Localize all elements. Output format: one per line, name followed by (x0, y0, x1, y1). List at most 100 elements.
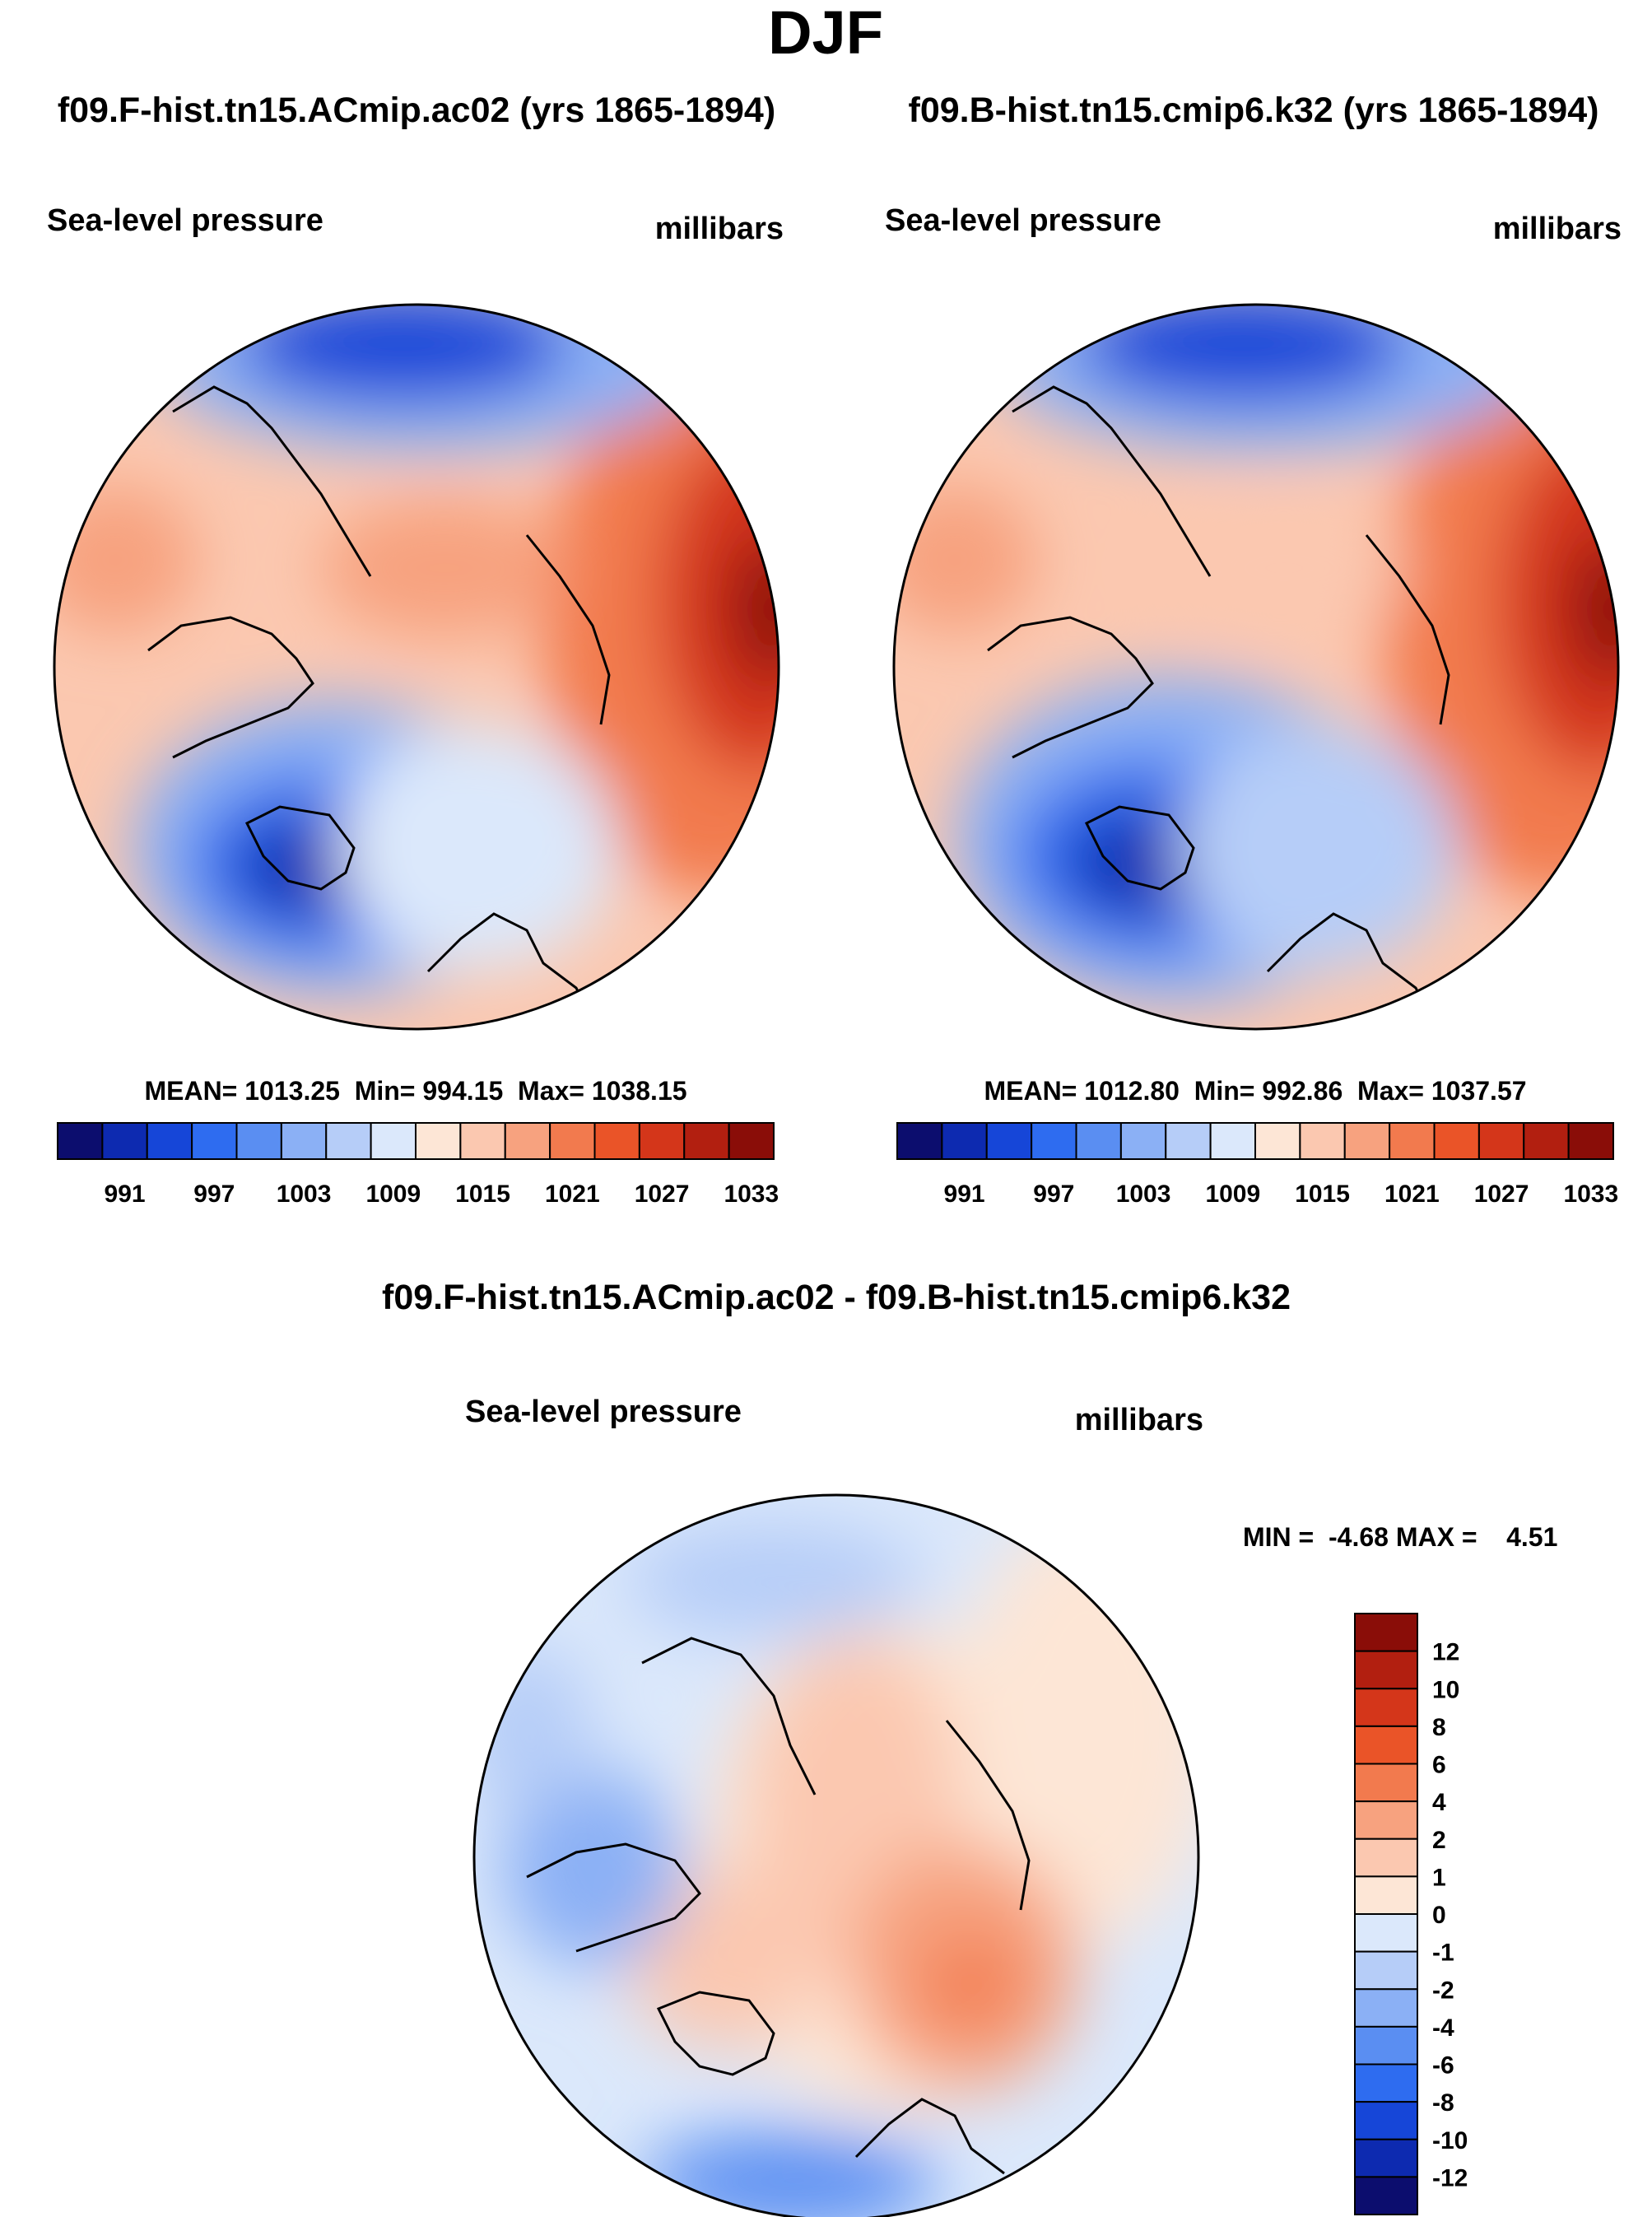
diff-colorbar-swatch (1354, 1688, 1418, 1727)
diff-colorbar-tick-label: -1 (1432, 1940, 1454, 1967)
left-colorbar-swatch (728, 1122, 775, 1160)
diff-colorbar-tick-label: 0 (1432, 1902, 1446, 1929)
right-colorbar-swatch (1343, 1122, 1391, 1160)
left-colorbar-tick-label: 1015 (455, 1181, 510, 1208)
diff-units-label: millibars (1075, 1403, 1203, 1437)
right-colorbar-tick-label: 1027 (1474, 1181, 1529, 1208)
right-coastlines (987, 385, 1450, 1022)
right-colorbar-swatch (1119, 1122, 1167, 1160)
left-colorbar-swatch (57, 1122, 104, 1160)
diff-colorbar-tick-label: -12 (1432, 2164, 1468, 2191)
left-coastlines (147, 385, 611, 1022)
left-colorbar-tick-label: 1003 (277, 1181, 332, 1208)
diff-colorbar-swatch (1354, 1837, 1418, 1878)
right-colorbar-tick-label: 1015 (1295, 1181, 1350, 1208)
right-colorbar: 991 997 1003 1009 1015 1021 1027 1033 (896, 1122, 1618, 1208)
diff-colorbar-swatch (1354, 2101, 1418, 2140)
diff-colorbar-swatch (1354, 1988, 1418, 2028)
right-case-title: f09.B-hist.tn15.cmip6.k32 (yrs 1865-1894… (909, 91, 1599, 130)
diff-colorbar-tick-label: 4 (1432, 1789, 1446, 1816)
left-colorbar-tick-label: 1033 (724, 1181, 779, 1208)
right-colorbar-swatch (1523, 1122, 1570, 1160)
right-colorbar-swatch (1389, 1122, 1436, 1160)
right-variable-label: Sea-level pressure (885, 203, 1161, 238)
main-title: DJF (768, 0, 883, 67)
diff-colorbar-swatch (1354, 2025, 1418, 2066)
right-stats: MEAN= 1012.80 Min= 992.86 Max= 1037.57 (984, 1076, 1526, 1106)
right-colorbar-swatch (1254, 1122, 1301, 1160)
left-colorbar-swatch (325, 1122, 372, 1160)
diff-colorbar-swatch (1354, 2176, 1418, 2215)
left-variable-label: Sea-level pressure (47, 203, 323, 238)
diff-pos-max (922, 1939, 1021, 2029)
right-high-arctic (1161, 498, 1408, 638)
left-colorbar-swatch (191, 1122, 238, 1160)
diff-colorbar-swatch (1354, 1913, 1418, 1953)
diff-colorbar-swatch (1354, 1725, 1418, 1765)
left-low-europe (337, 724, 617, 971)
left-colorbar-swatch (370, 1122, 416, 1160)
right-colorbar-swatch (1299, 1122, 1346, 1160)
right-colorbar-swatch (1165, 1122, 1212, 1160)
right-colorbar-tick-label: 991 (944, 1181, 985, 1208)
left-colorbar-tick-label: 1021 (545, 1181, 600, 1208)
right-colorbar-swatch (1433, 1122, 1480, 1160)
diff-neg-pacific (626, 1523, 922, 1638)
left-colorbar-swatch (101, 1122, 148, 1160)
right-colorbar-tick-label: 1009 (1205, 1181, 1260, 1208)
left-high-arctic (321, 498, 568, 638)
left-colorbar-swatch (459, 1122, 506, 1160)
right-colorbar-swatch (1031, 1122, 1077, 1160)
diff-colorbar-swatch (1354, 1650, 1418, 1690)
right-colorbar-swatch (1209, 1122, 1256, 1160)
diff-colorbar-tick-label: -10 (1432, 2127, 1468, 2154)
left-colorbar-swatch (415, 1122, 462, 1160)
diff-colorbar-swatch (1354, 1875, 1418, 1915)
diff-colorbar-tick-label: -2 (1432, 1977, 1454, 2004)
diff-colorbar-swatch (1354, 2063, 1418, 2103)
left-colorbar-swatch (280, 1122, 328, 1160)
right-colorbar-tick-label: 1003 (1116, 1181, 1171, 1208)
left-polar-map (53, 303, 780, 1031)
left-colorbar-swatch (235, 1122, 282, 1160)
left-colorbar-tick-label: 1009 (365, 1181, 421, 1208)
right-polar-map (892, 303, 1620, 1031)
left-map-border (53, 303, 780, 1031)
right-low-europe (1177, 724, 1457, 971)
right-colorbar-tick-label: 997 (1033, 1181, 1074, 1208)
diff-colorbar-tick-label: 12 (1432, 1639, 1459, 1666)
diff-variable-label: Sea-level pressure (465, 1395, 742, 1429)
diff-colorbar-tick-label: 1 (1432, 1864, 1446, 1891)
diff-colorbar-tick-label: 8 (1432, 1714, 1446, 1741)
right-colorbar-swatch (1477, 1122, 1525, 1160)
right-colorbar-swatch (896, 1122, 943, 1160)
diff-neg-siberia (502, 1770, 683, 1968)
right-colorbar-tick-label: 1033 (1563, 1181, 1618, 1208)
diff-colorbar-tick-label: -8 (1432, 2089, 1454, 2117)
left-colorbar-swatch (638, 1122, 686, 1160)
left-stats: MEAN= 1013.25 Min= 994.15 Max= 1038.15 (144, 1076, 686, 1106)
left-colorbar-tick-label: 991 (105, 1181, 146, 1208)
diff-colorbar-tick-label: 10 (1432, 1676, 1459, 1703)
left-colorbar-swatch (683, 1122, 730, 1160)
left-colorbar-tick-label: 1027 (635, 1181, 690, 1208)
right-colorbar-swatch (985, 1122, 1033, 1160)
left-colorbar-swatch (504, 1122, 551, 1160)
diff-title: f09.F-hist.tn15.ACmip.ac02 - f09.B-hist.… (382, 1278, 1291, 1317)
diff-colorbar-swatch (1354, 1950, 1418, 1991)
right-colorbar-tick-label: 1021 (1384, 1181, 1440, 1208)
diff-colorbar-swatch (1354, 2138, 1418, 2178)
left-colorbar-swatch (593, 1122, 640, 1160)
diff-colorbar-tick-label: 2 (1432, 1827, 1446, 1854)
left-colorbar: 991 997 1003 1009 1015 1021 1027 1033 (57, 1122, 779, 1208)
diff-colorbar-swatch (1354, 1800, 1418, 1840)
diff-colorbar-tick-label: 6 (1432, 1752, 1446, 1779)
left-case-title: f09.F-hist.tn15.ACmip.ac02 (yrs 1865-189… (58, 91, 775, 130)
left-colorbar-swatch (549, 1122, 596, 1160)
right-colorbar-swatch (1567, 1122, 1614, 1160)
right-colorbar-swatch (1075, 1122, 1122, 1160)
diff-colorbar-swatch (1354, 1613, 1418, 1652)
left-colorbar-swatch (146, 1122, 193, 1160)
